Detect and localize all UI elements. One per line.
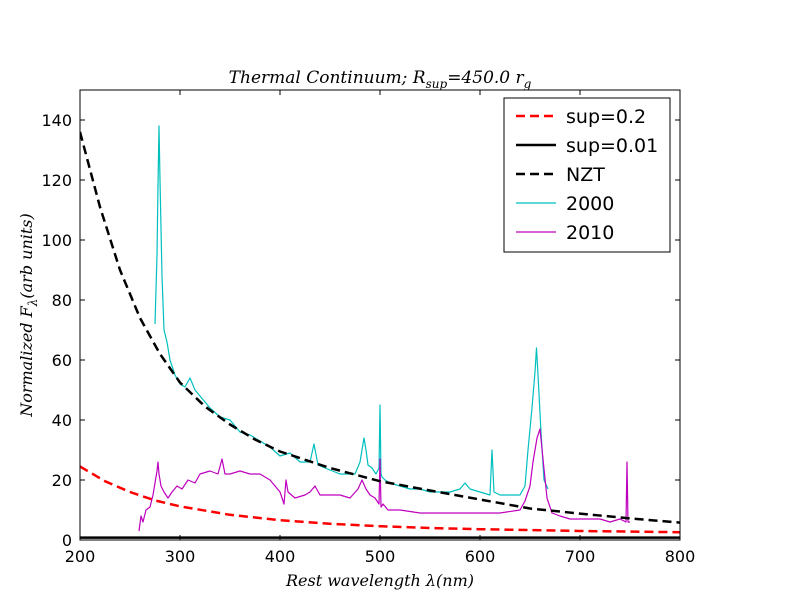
title-main: Thermal Continuum; R (229, 68, 426, 88)
legend-label: sup=0.01 (566, 135, 658, 157)
y-tick-label: 100 (41, 231, 72, 250)
x-tick-label: 700 (565, 547, 596, 566)
series-line-sup-0-2 (80, 465, 680, 534)
series-line-2010 (138, 428, 630, 532)
legend-label: 2010 (566, 222, 614, 244)
ylabel-sub: λ (26, 299, 40, 308)
y-tick-label: 120 (41, 171, 72, 190)
x-tick-label: 600 (465, 547, 496, 566)
y-tick-label: 40 (52, 411, 72, 430)
title: Thermal Continuum; Rsup=450.0 rg (229, 68, 532, 91)
y-tick-label: 20 (52, 471, 72, 490)
y-tick-label: 0 (62, 531, 72, 550)
legend-label: 2000 (566, 193, 614, 215)
y-axis-label: Normalized Fλ(arb units) (17, 213, 40, 418)
title-sub2: g (524, 77, 532, 91)
y-tick-label: 140 (41, 111, 72, 130)
legend-label: sup=0.2 (566, 106, 646, 128)
series-line-nzt (80, 131, 680, 524)
title-rest: =450.0 r (447, 68, 524, 88)
x-axis-label: Rest wavelength λ(nm) (285, 571, 474, 590)
title-sub: sup (426, 77, 448, 91)
y-tick-label: 80 (52, 291, 72, 310)
y-tick-label: 60 (52, 351, 72, 370)
ylabel-rest: (arb units) (17, 213, 36, 298)
x-tick-label: 200 (65, 547, 96, 566)
svg-text:Thermal Continuum; Rsup=450.0: Thermal Continuum; Rsup=450.0 rg (229, 68, 532, 91)
x-tick-label: 300 (165, 547, 196, 566)
x-tick-label: 800 (665, 547, 696, 566)
legend-label: NZT (566, 164, 605, 186)
x-tick-label: 500 (365, 547, 396, 566)
x-tick-label: 400 (265, 547, 296, 566)
ylabel-main: Normalized F (17, 305, 36, 417)
series-line-2000 (154, 125, 549, 496)
legend: sup=0.2 sup=0.01 NZT 2000 2010 (503, 97, 671, 253)
ticks-layer: 200 300 400 500 600 700 800 0 20 40 60 80 100 120 140 (41, 90, 695, 566)
